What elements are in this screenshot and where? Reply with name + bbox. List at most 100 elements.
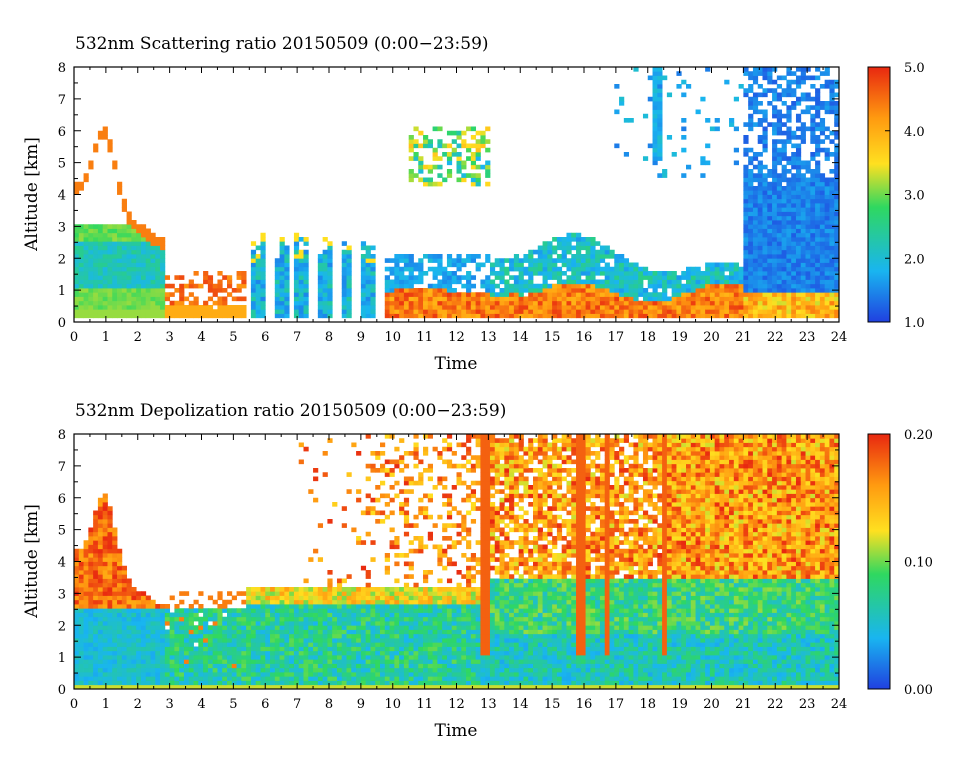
- heatmap-cell: [791, 207, 797, 212]
- heatmap-cell: [131, 633, 137, 639]
- heatmap-cell: [160, 663, 166, 669]
- heatmap-cell: [212, 292, 218, 297]
- heatmap-cell: [360, 672, 367, 677]
- heatmap-cell: [800, 262, 806, 268]
- heatmap-cell: [705, 309, 711, 314]
- heatmap-cell: [88, 629, 94, 635]
- heatmap-cell: [327, 271, 333, 276]
- heatmap-cell: [743, 245, 749, 251]
- heatmap-cell: [394, 667, 400, 673]
- heatmap-cell: [107, 676, 113, 681]
- heatmap-cell: [413, 173, 419, 178]
- heatmap-cell: [126, 279, 132, 285]
- heatmap-cell: [671, 300, 677, 306]
- heatmap-cell: [556, 279, 563, 285]
- heatmap-cell: [313, 599, 319, 605]
- heatmap-cell: [403, 275, 410, 280]
- heatmap-cell: [356, 489, 362, 494]
- heatmap-cell: [470, 292, 477, 297]
- heatmap-cell: [293, 275, 300, 280]
- heatmap-cell: [800, 160, 806, 166]
- heatmap-cell: [791, 300, 797, 306]
- heatmap-cell: [786, 181, 792, 187]
- heatmap-cell: [193, 305, 199, 310]
- heatmap-cell: [145, 313, 151, 319]
- heatmap-cell: [499, 292, 505, 297]
- heatmap-cell: [370, 599, 376, 605]
- heatmap-cell: [762, 71, 768, 76]
- heatmap-cell: [466, 275, 472, 280]
- heatmap-cell: [303, 275, 309, 280]
- heatmap-cell: [776, 139, 783, 144]
- heatmap-cell: [97, 275, 104, 280]
- heatmap-cell: [456, 258, 462, 263]
- heatmap-cell: [150, 667, 156, 673]
- heatmap-cell: [317, 254, 324, 259]
- heatmap-cell: [413, 126, 419, 132]
- heatmap-cell: [537, 254, 543, 259]
- heatmap-cell: [824, 271, 830, 276]
- heatmap-cell: [556, 258, 563, 263]
- heatmap-cell: [786, 305, 792, 310]
- heatmap-cell: [198, 646, 204, 652]
- heatmap-cell: [289, 599, 295, 605]
- heatmap-cell: [370, 258, 376, 263]
- heatmap-cell: [332, 672, 338, 677]
- heatmap-cell: [74, 595, 80, 601]
- heatmap-cell: [580, 237, 586, 242]
- heatmap-cell: [662, 279, 668, 285]
- heatmap-cell: [475, 181, 481, 187]
- heatmap-cell: [714, 126, 720, 132]
- heatmap-cell: [169, 313, 175, 319]
- heatmap-cell: [164, 608, 171, 613]
- heatmap-cell: [576, 313, 582, 319]
- heatmap-cell: [509, 275, 515, 280]
- heatmap-cell: [360, 296, 367, 302]
- heatmap-cell: [217, 629, 223, 635]
- heatmap-cell: [126, 305, 132, 310]
- heatmap-cell: [776, 228, 783, 234]
- heatmap-cell: [293, 309, 300, 314]
- heatmap-cell: [274, 275, 280, 280]
- heatmap-cell: [427, 283, 433, 289]
- heatmap-cell: [800, 232, 806, 238]
- heatmap-cell: [418, 177, 424, 183]
- heatmap-cell: [795, 169, 802, 174]
- heatmap-cell: [743, 88, 749, 93]
- heatmap-cell: [102, 313, 108, 319]
- heatmap-cell: [485, 292, 491, 297]
- heatmap-cell: [633, 296, 639, 302]
- heatmap-cell: [800, 139, 806, 144]
- heatmap-cell: [260, 599, 266, 605]
- heatmap-cell: [140, 680, 147, 686]
- heatmap-cell: [97, 574, 104, 579]
- heatmap-cell: [772, 313, 778, 319]
- heatmap-cell: [203, 621, 209, 626]
- heatmap-cell: [810, 105, 816, 110]
- heatmap-cell: [140, 232, 147, 238]
- heatmap-cell: [762, 143, 768, 149]
- heatmap-cell: [480, 283, 486, 289]
- heatmap-cell: [155, 313, 161, 319]
- heatmap-cell: [384, 468, 390, 473]
- heatmap-cell: [255, 676, 261, 681]
- heatmap-cell: [164, 663, 171, 669]
- heatmap-cell: [432, 288, 438, 293]
- heatmap-cell: [800, 67, 806, 72]
- heatmap-cell: [246, 604, 252, 609]
- heatmap-cell: [781, 203, 787, 208]
- heatmap-cell: [107, 582, 113, 588]
- heatmap-cell: [815, 101, 821, 106]
- heatmap-cell: [78, 237, 84, 242]
- heatmap-cell: [752, 105, 759, 110]
- heatmap-cell: [346, 489, 352, 494]
- heatmap-cell: [293, 621, 300, 626]
- heatmap-cell: [227, 672, 233, 677]
- scattering-title: 532nm Scattering ratio 20150509 (0:00−23…: [75, 34, 489, 54]
- heatmap-cell: [466, 126, 472, 132]
- heatmap-cell: [255, 680, 261, 686]
- x-tick-label: 13: [480, 330, 497, 345]
- heatmap-cell: [547, 258, 553, 263]
- heatmap-cell: [274, 684, 280, 689]
- heatmap-cell: [628, 118, 634, 123]
